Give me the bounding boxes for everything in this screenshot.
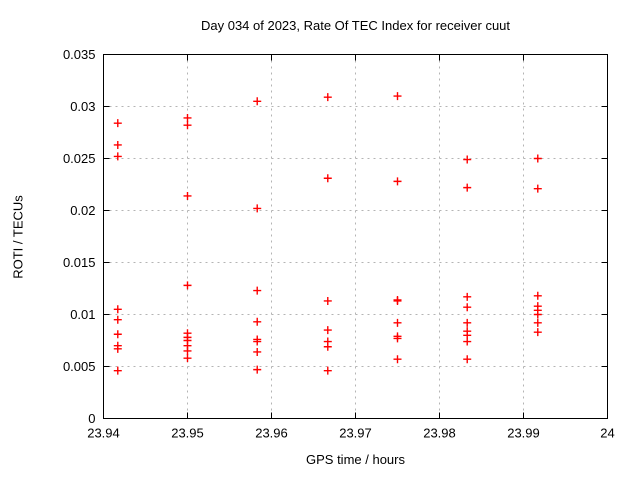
data-point-marker — [533, 310, 542, 319]
data-point-marker — [323, 342, 332, 351]
data-point-marker — [253, 347, 262, 356]
data-point-marker — [323, 93, 332, 102]
data-point-marker — [533, 318, 542, 327]
x-tick-label: 23.94 — [87, 426, 120, 441]
chart-title: Day 034 of 2023, Rate Of TEC Index for r… — [200, 18, 511, 33]
data-point-marker — [463, 303, 472, 312]
data-point-marker — [323, 326, 332, 335]
data-point-marker — [393, 177, 402, 186]
data-point-marker — [463, 155, 472, 164]
data-point-marker — [183, 354, 192, 363]
y-tick-label: 0.03 — [70, 99, 95, 114]
y-tick-label: 0.025 — [63, 151, 96, 166]
data-point-marker — [253, 97, 262, 106]
data-point-marker — [113, 330, 122, 339]
data-point-marker — [533, 291, 542, 300]
y-tick-label: 0.01 — [70, 307, 95, 322]
data-point-marker — [533, 154, 542, 163]
data-point-marker — [393, 355, 402, 364]
data-point-marker — [463, 183, 472, 192]
data-point-marker — [113, 140, 122, 149]
data-point-marker — [463, 337, 472, 346]
data-point-marker — [113, 305, 122, 314]
x-tick-label: 23.95 — [171, 426, 204, 441]
data-point-marker — [463, 292, 472, 301]
x-tick-label: 24 — [600, 426, 614, 441]
data-point-marker — [533, 184, 542, 193]
y-tick-label: 0 — [88, 411, 95, 426]
x-tick-label: 23.99 — [507, 426, 540, 441]
x-tick-label: 23.98 — [423, 426, 456, 441]
data-point-marker — [323, 174, 332, 183]
data-point-marker — [253, 286, 262, 295]
x-axis-label: GPS time / hours — [306, 452, 405, 467]
data-point-marker — [113, 366, 122, 375]
data-point-marker — [113, 315, 122, 324]
data-point-marker — [183, 113, 192, 122]
data-point-marker — [393, 318, 402, 327]
y-tick-label: 0.02 — [70, 203, 95, 218]
data-point-marker — [183, 346, 192, 355]
y-tick-label: 0.005 — [63, 359, 96, 374]
data-point-marker — [183, 281, 192, 290]
data-point-marker — [253, 317, 262, 326]
data-point-marker — [113, 344, 122, 353]
data-point-marker — [183, 121, 192, 130]
data-point-marker — [323, 296, 332, 305]
data-point-marker — [323, 366, 332, 375]
data-point-marker — [113, 119, 122, 128]
data-point-marker — [393, 92, 402, 101]
y-tick-label: 0.035 — [63, 47, 96, 62]
data-point-marker — [393, 296, 402, 305]
data-point-marker — [253, 337, 262, 346]
x-tick-label: 23.96 — [255, 426, 288, 441]
data-point-marker — [533, 328, 542, 337]
y-tick-label: 0.015 — [63, 255, 96, 270]
data-point-marker — [113, 152, 122, 161]
data-point-marker — [253, 365, 262, 374]
data-point-marker — [253, 204, 262, 213]
data-point-marker — [463, 355, 472, 364]
data-point-marker — [393, 334, 402, 343]
data-point-marker — [183, 191, 192, 200]
x-tick-label: 23.97 — [339, 426, 372, 441]
data-point-marker — [463, 318, 472, 327]
